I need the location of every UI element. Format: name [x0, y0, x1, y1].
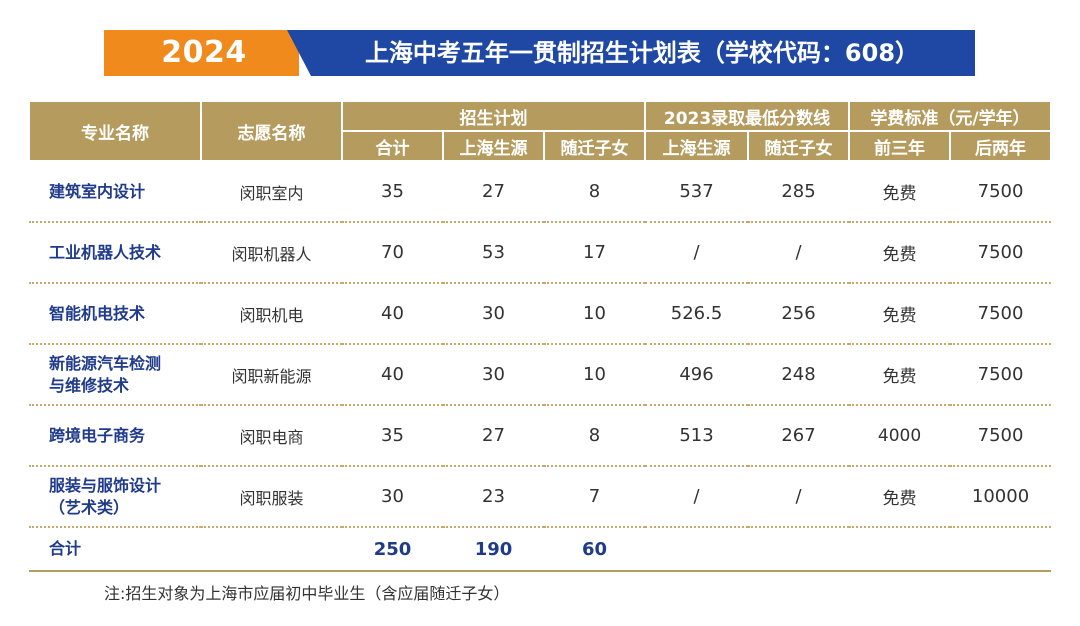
- fee-last2-cell: 7500: [950, 283, 1052, 345]
- fee-first3-cell: 免费: [849, 466, 951, 528]
- fee-first3-cell: 4000: [849, 405, 951, 467]
- major-name-line1: 新能源汽车检测: [49, 353, 162, 373]
- totals-empty-cell: [950, 527, 1052, 572]
- score-migrant-cell: 285: [748, 161, 850, 223]
- score-shanghai-cell: 496: [645, 344, 749, 406]
- major-name: 智能机电技术: [49, 303, 146, 323]
- score-migrant-cell: /: [748, 466, 850, 528]
- major-name: 建筑室内设计: [49, 181, 146, 201]
- header-fee-last2: 后两年: [949, 130, 1053, 162]
- plan-migrant-cell: 8: [544, 405, 646, 467]
- plan-total-cell: 35: [342, 405, 443, 467]
- table-row: 智能机电技术 闵职机电 40 30 10 526.5 256 免费 7500: [29, 283, 1052, 345]
- aspiration-cell: 闵职室内: [201, 161, 342, 223]
- header-score-group: 2023录取最低分数线: [644, 100, 851, 132]
- header-fee-first3: 前三年: [848, 130, 952, 162]
- header-fee-group: 学费标准（元/学年）: [848, 100, 1053, 132]
- header-score-shanghai: 上海生源: [644, 130, 750, 162]
- header-aspiration: 志愿名称: [200, 100, 343, 162]
- plan-migrant-cell: 17: [544, 222, 646, 284]
- table-row: 建筑室内设计 闵职室内 35 27 8 537 285 免费 7500: [29, 161, 1052, 223]
- major-name: 工业机器人技术: [49, 242, 162, 262]
- plan-shanghai-cell: 30: [443, 283, 544, 345]
- header-major: 专业名称: [28, 100, 202, 162]
- fee-first3-cell: 免费: [849, 222, 951, 284]
- plan-total-cell: 35: [342, 161, 443, 223]
- fee-last2-cell: 7500: [950, 344, 1052, 406]
- totals-plan-shanghai: 190: [443, 527, 544, 572]
- plan-total-cell: 40: [342, 344, 443, 406]
- score-migrant-cell: 248: [748, 344, 850, 406]
- table-row: 服装与服饰设计 （艺术类） 闵职服装 30 23 7 / / 免费 10000: [29, 466, 1052, 528]
- fee-first3-cell: 免费: [849, 344, 951, 406]
- banner-blue-block: [287, 30, 975, 76]
- header-row-2: 合计 上海生源 随迁子女 上海生源 随迁子女 前三年 后两年: [29, 130, 1053, 162]
- plan-migrant-cell: 8: [544, 161, 646, 223]
- score-migrant-cell: /: [748, 222, 850, 284]
- major-name-line2: （艺术类）: [49, 497, 130, 517]
- aspiration-cell: 闵职新能源: [201, 344, 342, 406]
- banner-title: 上海中考五年一贯制招生计划表（学校代码：608）: [364, 39, 920, 67]
- major-cell: 新能源汽车检测 与维修技术: [29, 344, 201, 406]
- aspiration-cell: 闵职机器人: [201, 222, 342, 284]
- score-migrant-cell: 256: [748, 283, 850, 345]
- score-shanghai-cell: /: [645, 222, 749, 284]
- totals-empty-cell: [849, 527, 951, 572]
- plan-migrant-cell: 10: [544, 344, 646, 406]
- aspiration-cell: 闵职机电: [201, 283, 342, 345]
- totals-label: 合计: [29, 527, 201, 572]
- banner-orange-block: [104, 30, 299, 76]
- header-plan-total: 合计: [341, 130, 444, 162]
- table-row: 新能源汽车检测 与维修技术 闵职新能源 40 30 10 496 248 免费 7…: [29, 344, 1052, 406]
- title-banner: 2024 上海中考五年一贯制招生计划表（学校代码：608）: [104, 30, 975, 76]
- major-name: 跨境电子商务: [49, 425, 146, 445]
- major-name-line2: 与维修技术: [49, 375, 130, 395]
- plan-migrant-cell: 7: [544, 466, 646, 528]
- plan-migrant-cell: 10: [544, 283, 646, 345]
- plan-shanghai-cell: 23: [443, 466, 544, 528]
- totals-row: 合计 250 190 60: [29, 527, 1052, 572]
- score-migrant-cell: 267: [748, 405, 850, 467]
- header-plan-migrant: 随迁子女: [542, 130, 647, 162]
- aspiration-cell: 闵职服装: [201, 466, 342, 528]
- fee-last2-cell: 7500: [950, 222, 1052, 284]
- score-shanghai-cell: 537: [645, 161, 749, 223]
- score-shanghai-cell: /: [645, 466, 749, 528]
- enrollment-plan-table: 专业名称 志愿名称 招生计划 2023录取最低分数线 学费标准（元/学年） 合计…: [28, 100, 1053, 572]
- footnote: 注:招生对象为上海市应届初中毕业生（含应届随迁子女）: [104, 584, 510, 603]
- totals-empty-cell: [201, 527, 342, 572]
- fee-last2-cell: 7500: [950, 161, 1052, 223]
- fee-first3-cell: 免费: [849, 161, 951, 223]
- fee-last2-cell: 10000: [950, 466, 1052, 528]
- totals-plan-migrant: 60: [544, 527, 646, 572]
- table-row: 工业机器人技术 闵职机器人 70 53 17 / / 免费 7500: [29, 222, 1052, 284]
- plan-shanghai-cell: 53: [443, 222, 544, 284]
- plan-total-cell: 30: [342, 466, 443, 528]
- major-cell: 智能机电技术: [29, 283, 201, 345]
- plan-shanghai-cell: 30: [443, 344, 544, 406]
- fee-first3-cell: 免费: [849, 283, 951, 345]
- major-cell: 服装与服饰设计 （艺术类）: [29, 466, 201, 528]
- fee-last2-cell: 7500: [950, 405, 1052, 467]
- major-cell: 跨境电子商务: [29, 405, 201, 467]
- major-name-line1: 服装与服饰设计: [49, 475, 162, 495]
- plan-shanghai-cell: 27: [443, 405, 544, 467]
- score-shanghai-cell: 513: [645, 405, 749, 467]
- plan-shanghai-cell: 27: [443, 161, 544, 223]
- totals-empty-cell: [748, 527, 850, 572]
- banner-year: 2024: [161, 35, 247, 70]
- header-plan-group: 招生计划: [340, 100, 647, 132]
- header-row-1: 专业名称 志愿名称 招生计划 2023录取最低分数线 学费标准（元/学年）: [28, 100, 1053, 162]
- aspiration-cell: 闵职电商: [201, 405, 342, 467]
- header-plan-shanghai: 上海生源: [442, 130, 545, 162]
- major-cell: 工业机器人技术: [29, 222, 201, 284]
- totals-empty-cell: [645, 527, 749, 572]
- plan-total-cell: 70: [342, 222, 443, 284]
- table-row: 跨境电子商务 闵职电商 35 27 8 513 267 4000 7500: [29, 405, 1052, 467]
- header-score-migrant: 随迁子女: [747, 130, 851, 162]
- major-cell: 建筑室内设计: [29, 161, 201, 223]
- totals-plan-total: 250: [342, 527, 443, 572]
- score-shanghai-cell: 526.5: [645, 283, 749, 345]
- plan-total-cell: 40: [342, 283, 443, 345]
